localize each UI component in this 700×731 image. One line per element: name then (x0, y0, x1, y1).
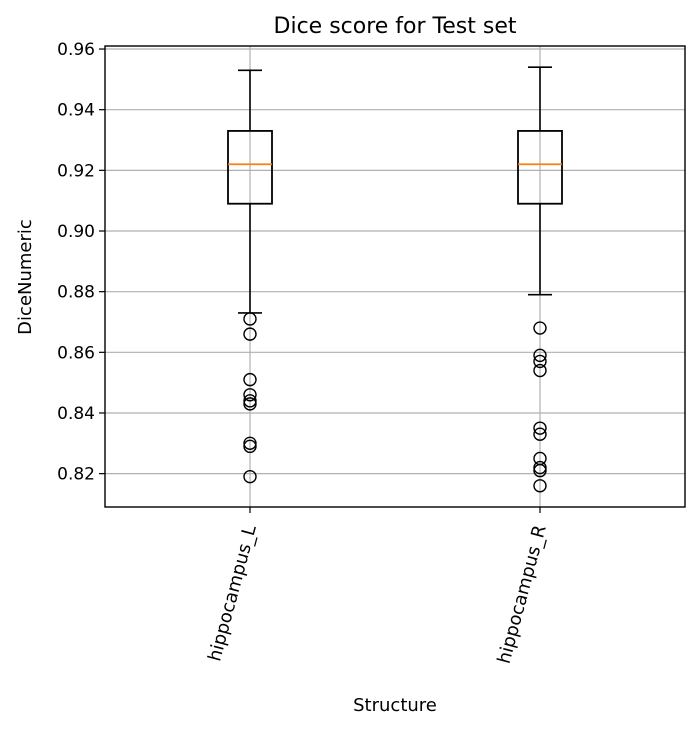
outlier-point (533, 363, 547, 378)
y-tick-label: 0.82 (57, 465, 95, 485)
y-tick-label: 0.84 (57, 404, 95, 424)
outlier-point (243, 436, 257, 451)
outlier-point (533, 463, 547, 478)
outlier-point (533, 427, 547, 441)
y-tick-label: 0.92 (57, 161, 95, 181)
outlier-point (533, 460, 547, 475)
outlier-point (533, 421, 547, 435)
x-axis-label: Structure (353, 695, 437, 716)
outlier-point (533, 354, 547, 369)
outlier-point (533, 479, 547, 493)
outlier-point (243, 394, 257, 408)
y-tick-label: 0.96 (57, 40, 95, 60)
outlier-point (243, 397, 257, 411)
y-tick-label: 0.90 (57, 222, 95, 242)
plot-frame (104, 45, 686, 508)
x-tick-label: hippocampus_L (204, 523, 261, 664)
outlier-point (243, 312, 257, 326)
y-tick-label: 0.94 (57, 101, 95, 121)
outlier-point (243, 439, 257, 454)
outlier-point (243, 388, 257, 402)
iqr-box (517, 130, 563, 205)
y-tick-label: 0.88 (57, 283, 95, 303)
iqr-box (227, 130, 273, 205)
box-hippocampus_L (227, 69, 273, 484)
plot-area (227, 66, 563, 493)
y-axis-label: DiceNumeric (15, 219, 36, 335)
outlier-point (533, 348, 547, 363)
y-tick-label: 0.86 (57, 343, 95, 363)
outlier-point (243, 372, 257, 387)
outlier-point (243, 327, 257, 341)
chart-title: Dice score for Test set (274, 14, 517, 39)
grid (105, 46, 685, 507)
outlier-point (243, 469, 257, 484)
axes: 0.82 0.84 0.86 0.88 0.90 0.92 0.94 0.96 hippocam… (57, 40, 551, 666)
x-tick-label: hippocampus_R (494, 523, 551, 666)
outlier-point (533, 321, 547, 335)
box-hippocampus_R (517, 66, 563, 493)
